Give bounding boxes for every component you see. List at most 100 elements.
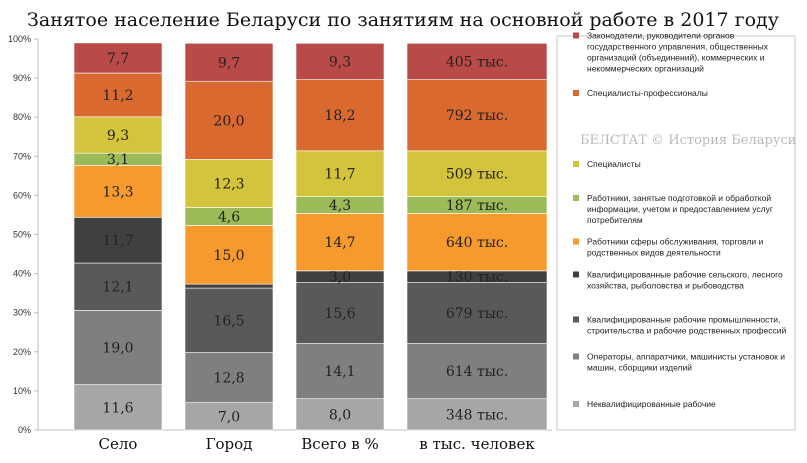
bars: 11,6 19,0 12,1 11,7 13,3 3,1 9,3 11,2 7,7 7,0 12,8…	[73, 42, 548, 431]
legend-label: Работники сферы обслуживания, торговли и	[587, 237, 764, 247]
data-label: 187 тыс.	[446, 198, 508, 214]
data-label: 348 тыс.	[446, 407, 508, 423]
bar-segment	[73, 42, 163, 74]
data-label: 12,1	[102, 280, 133, 296]
legend-label: потребителям	[587, 215, 643, 225]
y-tick-label: 30%	[13, 308, 31, 318]
category-label: Село	[99, 435, 138, 453]
bar-segment	[184, 283, 274, 289]
bar-segment	[73, 72, 163, 118]
legend-swatch	[573, 401, 579, 407]
legend-swatch	[573, 32, 579, 39]
data-label: 3,1	[107, 152, 129, 168]
legend-label: Работники, занятые подготовкой и обработ…	[587, 193, 771, 203]
legend-label: Операторы, аппаратчики, машинисты устано…	[587, 352, 785, 362]
legend-swatch	[573, 316, 579, 323]
bar-segment	[184, 402, 274, 431]
data-label: 11,7	[102, 233, 133, 249]
bar-segment	[295, 79, 385, 152]
data-label: 3,0	[329, 270, 351, 286]
legend-swatch	[573, 90, 579, 96]
legend-label: организаций (объединений), коммерческих …	[587, 53, 765, 63]
legend-label: родственных видов деятельности	[587, 248, 721, 258]
legend-swatch	[573, 161, 579, 167]
bar-segment	[184, 287, 274, 353]
data-label: 7,0	[218, 409, 240, 425]
bar-segment	[295, 343, 385, 400]
data-label: 13,3	[102, 184, 133, 200]
legend: Законодатели, руководители органовгосуда…	[573, 31, 787, 409]
y-tick-label: 90%	[13, 73, 31, 83]
data-label: 4,6	[218, 210, 240, 226]
legend-swatch	[573, 238, 579, 245]
legend-label: машин, сборщики изделий	[587, 363, 692, 373]
data-label: 614 тыс.	[446, 364, 508, 380]
data-label: 11,6	[102, 400, 133, 416]
bar-segment	[184, 159, 274, 208]
bar-segment	[184, 43, 274, 82]
watermark: БЕЛСТАТ © История Беларуси	[580, 133, 796, 148]
data-label: 9,3	[329, 54, 351, 70]
bar-segment	[295, 282, 385, 344]
data-label: 11,7	[324, 167, 355, 183]
data-label: 679 тыс.	[446, 306, 508, 322]
legend-label: Неквалифицированные рабочие	[587, 399, 716, 409]
category-label: Город	[206, 435, 253, 453]
data-label: 9,7	[218, 55, 240, 71]
y-tick-label: 50%	[13, 230, 31, 240]
data-label: 15,0	[213, 248, 244, 264]
bar-segment	[184, 352, 274, 403]
bar-segment	[406, 343, 548, 400]
legend-box	[556, 35, 796, 431]
bar-segment	[73, 384, 163, 431]
bar-segment	[73, 262, 163, 311]
y-tick-label: 80%	[13, 112, 31, 122]
bar-segment	[184, 80, 274, 160]
data-label: 19,0	[102, 340, 133, 356]
legend-swatch	[573, 271, 579, 278]
bar-segment	[406, 398, 548, 431]
legend-swatch	[573, 195, 579, 201]
data-label: 130 тыс.	[446, 270, 508, 286]
legend-label: Квалифицированные рабочие промышленности…	[587, 315, 780, 325]
data-label: 792 тыс.	[446, 108, 508, 124]
bar-segment	[295, 398, 385, 431]
data-label: 9,3	[107, 128, 129, 144]
data-label: 12,3	[213, 176, 244, 192]
legend-label: хозяйства, рыболовства и рыбоводства	[587, 281, 744, 291]
y-tick-label: 20%	[13, 347, 31, 357]
data-label: 18,2	[324, 108, 355, 124]
y-tick-label: 100%	[8, 34, 31, 44]
data-label: 20,0	[213, 113, 244, 129]
data-label: 16,5	[213, 313, 244, 329]
y-tick-label: 60%	[13, 190, 31, 200]
y-tick-label: 0%	[18, 425, 31, 435]
data-label: 509 тыс.	[446, 167, 508, 183]
data-label: 7,7	[107, 51, 129, 67]
data-label: 14,7	[324, 235, 355, 251]
bar-segment	[406, 79, 548, 152]
legend-label: государственного управления, общественны…	[587, 42, 769, 52]
category-label: Всего в %	[301, 435, 378, 453]
bar-segment	[295, 213, 385, 272]
data-label: 640 тыс.	[446, 235, 508, 251]
data-label: 4,3	[329, 198, 351, 214]
legend-label: некоммерческих организаций	[587, 64, 704, 74]
category-label: в тыс. человек	[419, 435, 535, 453]
legend-label: Специалисты	[587, 159, 641, 169]
bar-segment	[73, 310, 163, 385]
bar-segment	[406, 213, 548, 272]
data-label: 11,2	[102, 88, 133, 104]
y-tick-label: 70%	[13, 151, 31, 161]
legend-label: Специалисты-профессионалы	[587, 88, 708, 98]
category-labels: Село Город Всего в % в тыс. человек	[99, 435, 536, 453]
bar-segment	[406, 282, 548, 344]
data-label: 14,1	[324, 364, 355, 380]
chart-title: Занятое население Беларуси по занятиям н…	[27, 9, 779, 31]
data-label: 405 тыс.	[446, 54, 508, 70]
legend-label: Законодатели, руководители органов	[587, 31, 735, 41]
y-tick-label: 40%	[13, 269, 31, 279]
bar-segment	[73, 116, 163, 154]
data-label: 15,6	[324, 306, 355, 322]
